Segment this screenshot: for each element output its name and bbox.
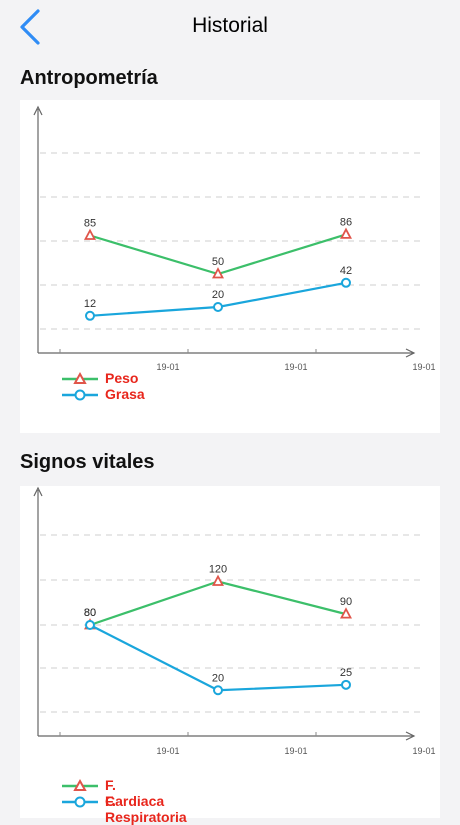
data-label: 85 [84,218,96,230]
data-point-triangle [212,267,224,279]
data-label: 80 [84,607,96,619]
x-tick-label: 19-01 [412,362,435,372]
x-tick-label: 19-01 [156,362,179,372]
data-label: 90 [340,596,352,608]
section-title-signos-vitales: Signos vitales [20,451,155,473]
data-point-circle [341,277,351,288]
section-title-antropometria: Antropometría [20,67,158,89]
chart-card-antropometria: 19-01 19-01 19-01 85 50 86 12 20 42 [20,100,440,433]
data-label: 50 [212,256,224,268]
data-label: 20 [212,672,224,684]
x-axis-arrow-icon [405,348,416,358]
y-axis-arrow-icon [33,105,43,116]
data-label: 86 [340,216,352,228]
data-label: 80 [84,607,96,619]
legend-marker-circle-icon [62,389,98,401]
chart-card-signos-vitales: 19-01 19-01 19-01 80 120 90 80 20 25 [20,486,440,766]
legend-card-signos-vitales [20,766,440,818]
x-axis-arrow-icon [405,731,416,741]
x-tick-label: 19-01 [284,746,307,756]
data-label: 12 [84,298,96,310]
data-point-circle [85,620,95,630]
x-tick-label: 19-01 [156,746,179,756]
y-axis-arrow-icon [33,486,43,497]
x-tick-label: 19-01 [284,362,307,372]
data-label: 25 [340,667,352,679]
data-label: 120 [209,564,227,576]
x-tick-label: 19-01 [412,746,435,756]
series-line [89,580,347,627]
legend-label: Grasa [105,386,145,402]
legend-marker-triangle-icon [62,778,98,791]
page-title: Historial [192,14,268,37]
legend-marker-triangle-icon [62,371,98,384]
chevron-left-icon[interactable] [12,8,52,48]
legend-marker-circle-icon [62,796,98,808]
data-point-circle [85,310,95,321]
data-point-circle [213,685,223,696]
chart-antropometria: 19-01 19-01 19-01 85 50 86 12 20 42 [33,105,436,372]
legend-label: F. Respiratoria [105,793,187,825]
legend-label: F. Cardiaca [105,777,165,809]
data-point-triangle [212,574,224,586]
data-point-circle [213,302,223,312]
data-point-triangle [340,227,352,239]
data-point-circle [341,679,351,690]
legend-label: Peso [105,370,139,386]
navbar: Historial [0,0,460,56]
data-point-triangle [340,607,352,619]
data-label: 42 [340,265,352,277]
data-label: 20 [212,289,224,301]
data-point-triangle [84,228,96,240]
